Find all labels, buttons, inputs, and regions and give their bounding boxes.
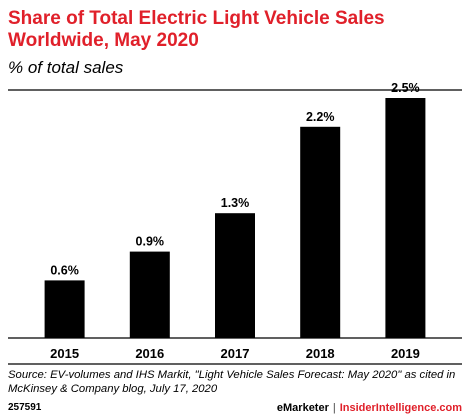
bar-2016 — [129, 251, 170, 338]
source-note: Source: EV-volumes and IHS Markit, "Ligh… — [8, 369, 456, 395]
chart-subtitle: % of total sales — [8, 58, 124, 77]
x-tick-label-2018: 2018 — [306, 346, 335, 361]
bar-2017 — [215, 213, 255, 338]
x-tick-label-2015: 2015 — [50, 346, 79, 361]
emarketer-logo: eMarketer — [276, 402, 329, 414]
value-label-2019: 2.5% — [391, 81, 420, 95]
value-label-2016: 0.9% — [136, 235, 165, 249]
chart-title: Share of Total Electric Light Vehicle Sa… — [8, 8, 385, 51]
bar-2015 — [44, 280, 85, 338]
insider-intelligence-logo: InsiderIntelligence.com — [339, 402, 462, 414]
x-tick-label-2017: 2017 — [221, 346, 250, 361]
x-tick-label-2019: 2019 — [391, 346, 420, 361]
bar-2019 — [385, 98, 426, 338]
footer-brand: eMarketer | InsiderIntelligence.com — [277, 402, 462, 414]
x-tick-label-2016: 2016 — [135, 346, 164, 361]
value-label-2017: 1.3% — [221, 196, 250, 210]
value-label-2015: 0.6% — [50, 263, 79, 277]
value-label-2018: 2.2% — [306, 110, 335, 124]
chart-id-code: 257591 — [8, 402, 42, 413]
bar-2018 — [300, 126, 341, 338]
bars-layer: 0.6% 2015 0.9% 2016 1.3% 2017 2.2% 2018 2.5% 2019 — [44, 81, 426, 361]
brand-separator: | — [332, 402, 336, 414]
